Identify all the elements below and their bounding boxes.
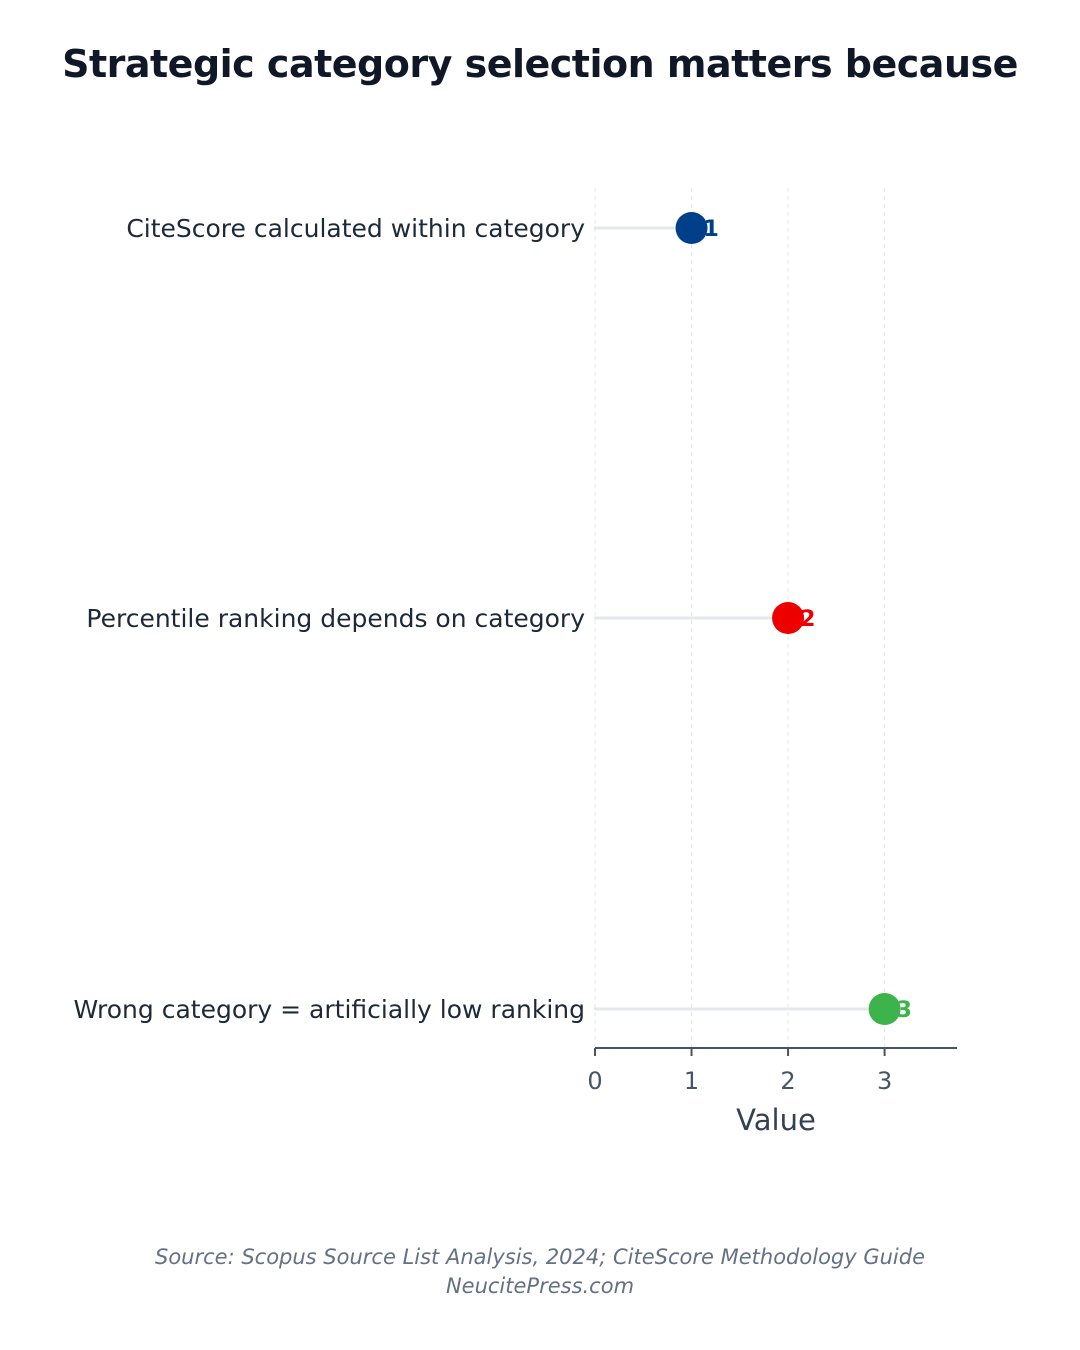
- point-2: [772, 602, 805, 634]
- category-label-layer: CiteScore calculated within category Perc…: [73, 214, 585, 1024]
- category-label-2: Percentile ranking depends on category: [86, 604, 585, 633]
- x-tick-label-2: 2: [780, 1067, 795, 1095]
- point-3: [868, 993, 901, 1025]
- source-note: Source: Scopus Source List Analysis, 202…: [154, 1245, 926, 1269]
- x-tick-label-3: 3: [877, 1067, 892, 1095]
- value-label-3: 3: [897, 998, 912, 1023]
- value-label-2: 2: [800, 607, 815, 632]
- x-axis: 0 1 2 3 Value: [587, 1047, 957, 1137]
- x-tick-label-0: 0: [587, 1067, 602, 1095]
- chart-title: Strategic category selection matters bec…: [62, 42, 1018, 86]
- point-layer: 1 2 3: [675, 212, 912, 1025]
- value-label-1: 1: [704, 217, 719, 242]
- stem-layer: [593, 226, 869, 1011]
- x-tick-label-1: 1: [684, 1067, 699, 1095]
- credit-note: NeucitePress.com: [445, 1274, 635, 1298]
- point-1: [675, 212, 708, 244]
- category-label-3: Wrong category = artificially low rankin…: [73, 995, 585, 1024]
- category-label-1: CiteScore calculated within category: [126, 214, 585, 243]
- x-axis-title: Value: [736, 1103, 816, 1137]
